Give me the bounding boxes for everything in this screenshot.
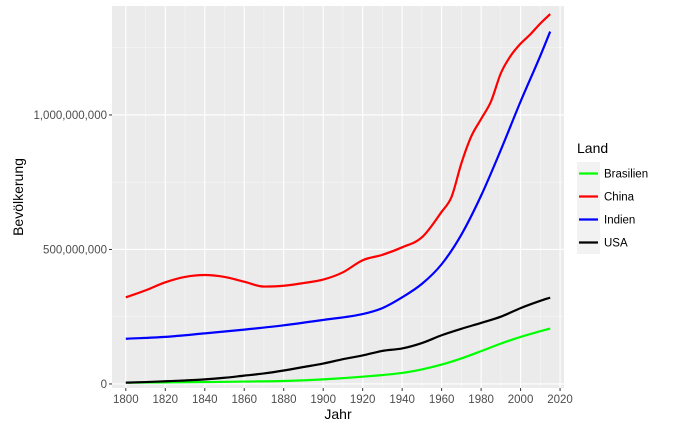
x-axis: 1800 1820 1840 1860 1880 1900 1920 1940 1960 1980… xyxy=(113,388,573,406)
x-tick-label: 2020 xyxy=(547,394,573,406)
x-tick-label: 1900 xyxy=(310,394,336,406)
x-tick-label: 1820 xyxy=(152,394,178,406)
y-axis-title: Bevölkerung xyxy=(10,158,26,236)
legend-title: Land xyxy=(577,140,608,156)
legend-label-indien: Indien xyxy=(604,215,635,227)
y-tick-label: 0 xyxy=(101,379,107,391)
series-line-brasilien xyxy=(125,327,551,384)
legend-label-usa: USA xyxy=(604,238,628,250)
x-tick-label: 1880 xyxy=(271,394,297,406)
x-tick-label: 1960 xyxy=(429,394,455,406)
y-tick-label: 500,000,000 xyxy=(43,244,107,256)
x-tick-label: 1940 xyxy=(389,394,415,406)
x-tick-label: 1840 xyxy=(192,394,218,406)
panel-background xyxy=(112,6,564,388)
series-line-usa xyxy=(125,296,551,384)
grid-major xyxy=(112,6,564,388)
legend-label-brasilien: Brasilien xyxy=(604,169,648,181)
series-line-china xyxy=(125,13,551,299)
x-tick-label: 1860 xyxy=(231,394,257,406)
series-layer xyxy=(125,13,552,384)
x-tick-label: 1800 xyxy=(113,394,139,406)
x-tick-label: 1980 xyxy=(468,394,494,406)
grid-minor xyxy=(112,6,564,388)
x-axis-title: Jahr xyxy=(324,406,352,422)
x-tick-label: 1920 xyxy=(350,394,376,406)
legend: Land Brasilien China Indien USA xyxy=(577,140,648,254)
series-line-indien xyxy=(125,31,552,340)
y-axis: 0 500,000,000 1,000,000,000 xyxy=(33,110,112,391)
legend-label-china: China xyxy=(604,192,635,204)
y-tick-label: 1,000,000,000 xyxy=(33,110,107,122)
x-tick-label: 2000 xyxy=(508,394,534,406)
